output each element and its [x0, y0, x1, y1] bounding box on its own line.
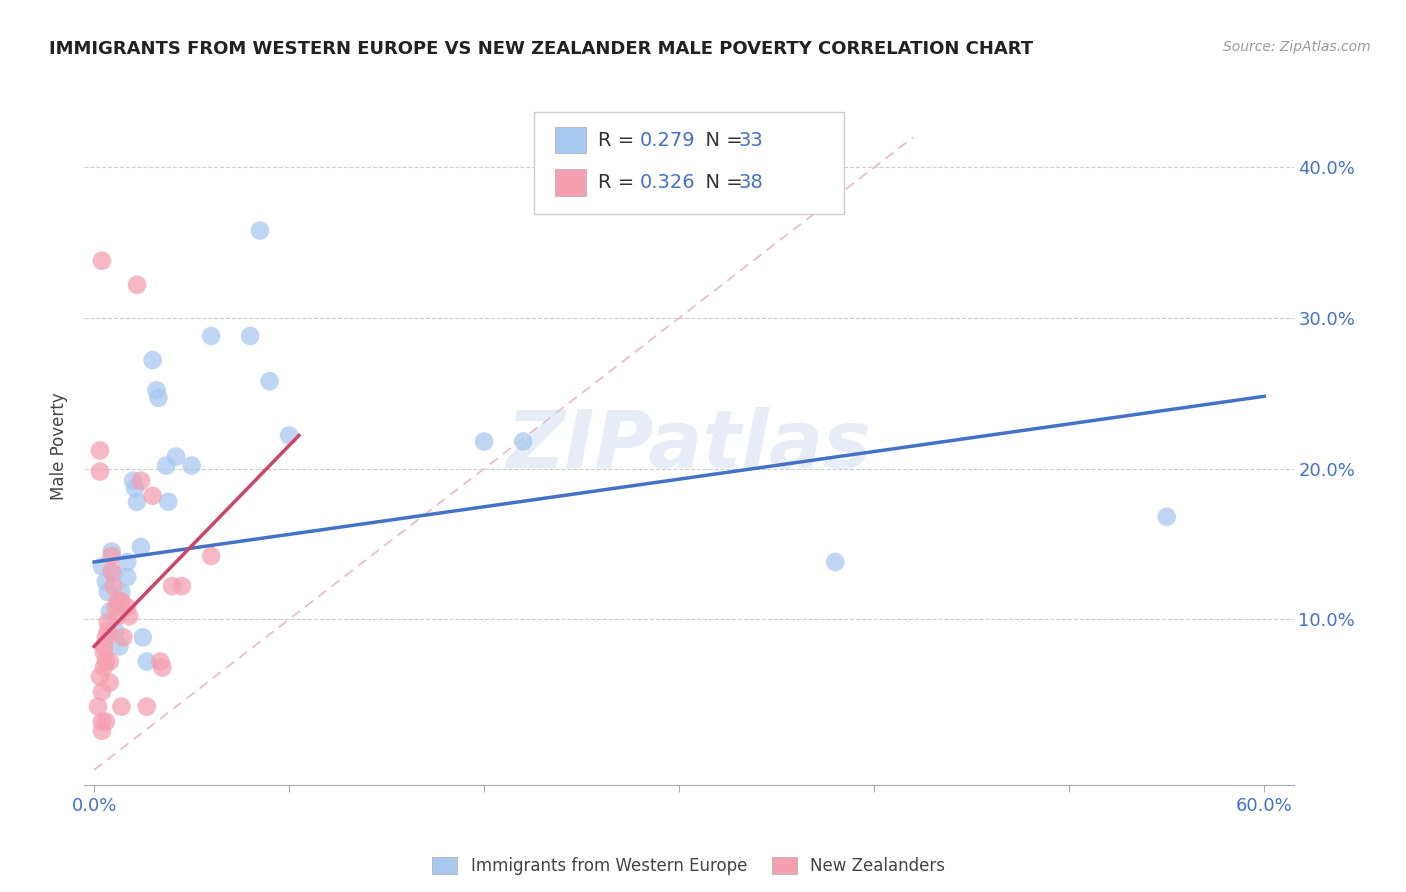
Point [97, 624, 120, 639]
Text: 38: 38 [738, 173, 763, 193]
Point [90, 253, 112, 268]
Point [145, 384, 167, 398]
Point [122, 474, 145, 488]
Point [129, 540, 152, 554]
Text: R =: R = [598, 130, 640, 150]
Point [93, 640, 115, 654]
Text: IMMIGRANTS FROM WESTERN EUROPE VS NEW ZEALANDER MALE POVERTY CORRELATION CHART: IMMIGRANTS FROM WESTERN EUROPE VS NEW ZE… [49, 40, 1033, 58]
Text: Source: ZipAtlas.com: Source: ZipAtlas.com [1223, 40, 1371, 54]
Point [87, 699, 110, 714]
Point [125, 277, 148, 292]
Point [97, 615, 120, 630]
Point [155, 458, 177, 473]
Point [89, 443, 111, 458]
Point [142, 353, 165, 368]
Point [249, 223, 271, 237]
Point [132, 630, 155, 644]
Point [90, 559, 112, 574]
Point [129, 474, 152, 488]
Point [200, 549, 222, 563]
Point [1156, 509, 1178, 524]
Point [90, 684, 112, 698]
Point [94, 574, 117, 589]
Point [104, 600, 127, 615]
Point [142, 489, 165, 503]
Point [124, 481, 146, 495]
Point [117, 555, 139, 569]
Point [89, 465, 111, 479]
Point [512, 434, 534, 449]
Point [107, 594, 129, 608]
Point [278, 428, 301, 442]
Point [117, 570, 139, 584]
Y-axis label: Male Poverty: Male Poverty [51, 392, 69, 500]
Point [110, 594, 132, 608]
Point [200, 329, 222, 343]
Point [148, 391, 170, 405]
Point [165, 450, 187, 464]
Point [118, 609, 141, 624]
Point [824, 555, 846, 569]
Point [110, 585, 132, 599]
Point [135, 655, 157, 669]
Text: 0.326: 0.326 [640, 173, 696, 193]
Point [94, 655, 117, 669]
Point [108, 640, 131, 654]
Point [100, 564, 122, 578]
Point [89, 669, 111, 683]
Point [98, 675, 121, 690]
Point [103, 567, 125, 582]
Point [239, 329, 262, 343]
Point [94, 714, 117, 729]
Point [93, 645, 115, 659]
Point [98, 655, 121, 669]
Point [149, 655, 172, 669]
Point [97, 585, 120, 599]
Point [472, 434, 495, 449]
Point [107, 609, 129, 624]
Legend: Immigrants from Western Europe, New Zealanders: Immigrants from Western Europe, New Zeal… [426, 850, 952, 881]
Point [170, 579, 193, 593]
Point [104, 624, 127, 639]
Point [157, 494, 180, 508]
Point [100, 549, 122, 563]
Point [100, 544, 122, 558]
Point [103, 579, 125, 593]
Text: N =: N = [693, 173, 749, 193]
Point [160, 579, 183, 593]
Point [98, 605, 121, 619]
Point [150, 660, 173, 674]
Point [90, 723, 112, 738]
Point [93, 660, 115, 674]
Point [90, 714, 112, 729]
Text: N =: N = [693, 130, 749, 150]
Point [135, 699, 157, 714]
Point [94, 630, 117, 644]
Text: 0.279: 0.279 [640, 130, 696, 150]
Point [125, 494, 148, 508]
Point [180, 458, 202, 473]
Point [259, 374, 281, 388]
Text: 33: 33 [738, 130, 763, 150]
Text: ZIPatlas: ZIPatlas [506, 407, 872, 485]
Point [112, 630, 135, 644]
Point [110, 699, 132, 714]
Text: R =: R = [598, 173, 640, 193]
Point [117, 600, 139, 615]
